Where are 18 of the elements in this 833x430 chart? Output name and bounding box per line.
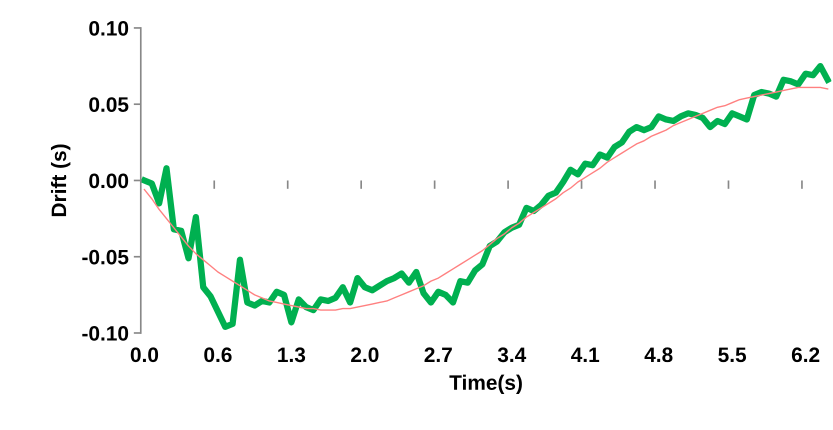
y-tick-label: 0.00 bbox=[89, 173, 128, 188]
x-tick-label: 4.1 bbox=[571, 348, 600, 362]
y-tick-label: 0.05 bbox=[89, 97, 128, 112]
x-tick-label: 0.6 bbox=[204, 347, 232, 362]
x-tick-label: 5.5 bbox=[718, 348, 746, 362]
x-tick-label: 3.4 bbox=[498, 347, 526, 362]
y-tick-label: 0.10 bbox=[89, 20, 128, 36]
x-tick-label: 2.0 bbox=[351, 347, 378, 362]
x-tick-label: 6.2 bbox=[792, 347, 820, 362]
x-tick-label: 4.8 bbox=[644, 347, 673, 362]
y-axis-title: Drift (s) bbox=[50, 144, 70, 216]
x-tick-label: 1.3 bbox=[278, 347, 306, 362]
y-tick-label: -0.10 bbox=[82, 326, 128, 341]
x-tick-label: 2.7 bbox=[424, 347, 452, 362]
line-series bbox=[144, 86, 828, 311]
x-tick-label: 0.0 bbox=[130, 347, 158, 362]
y-tick-label: -0.05 bbox=[82, 250, 128, 264]
x-axis-title: Time(s) bbox=[449, 374, 522, 394]
